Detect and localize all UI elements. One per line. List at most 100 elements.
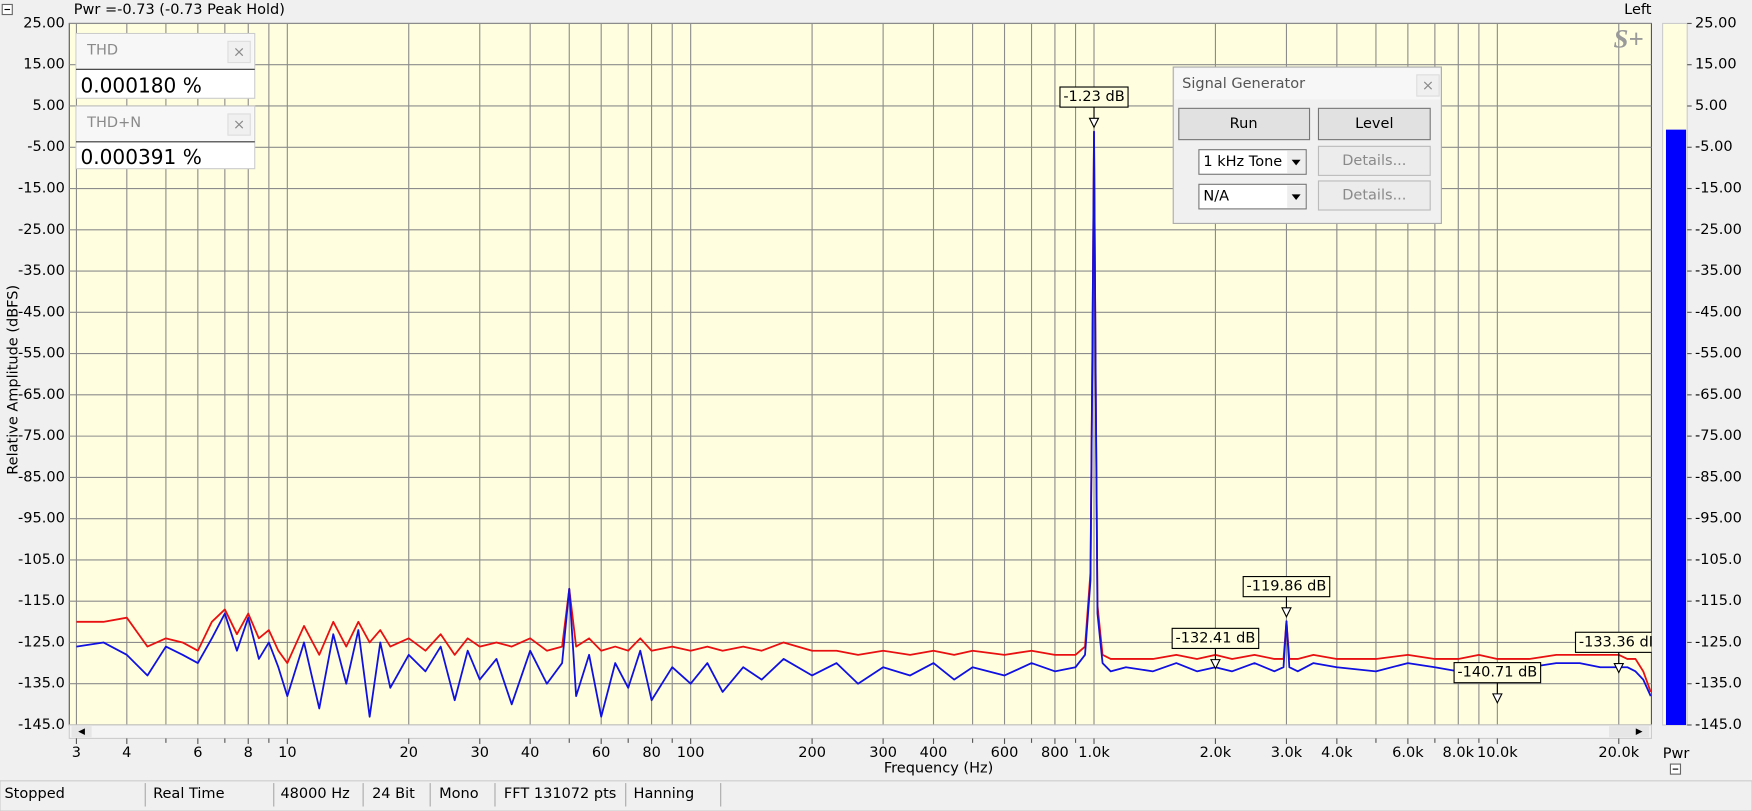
x-tick-label: 3.0k <box>1271 745 1303 761</box>
y-tick-label: 25.00 <box>23 15 65 31</box>
scroll-right[interactable] <box>1608 726 1650 738</box>
x-tick-label: 80 <box>642 745 660 761</box>
y-tick-label: -115.0 <box>18 593 65 609</box>
y-tick-label: -95.00 <box>18 511 65 527</box>
status-cell: Hanning <box>634 786 695 802</box>
status-cells: Stopped Real Time 48000 Hz 24 Bit Mono FFT 13… <box>4 783 722 807</box>
x-tick-label: 300 <box>869 745 897 761</box>
y-tick-label: -145.0 <box>18 717 65 733</box>
x-tick-label: 4.0k <box>1321 745 1353 761</box>
x-tick-label: 10 <box>278 745 296 761</box>
y-tick-label: -45.00 <box>18 304 65 320</box>
x-tick-label: 100 <box>677 745 705 761</box>
y-tick-label: -5.00 <box>27 139 65 155</box>
button-label: Details... <box>1342 187 1406 203</box>
x-tick-label: 400 <box>920 745 948 761</box>
readout-title: THD <box>86 42 118 58</box>
meter-tick-label: -35.00 <box>1695 263 1742 279</box>
scrollbar[interactable] <box>68 724 1652 739</box>
panel-header <box>77 107 254 141</box>
meter-tick-label: -85.00 <box>1695 469 1742 485</box>
close-icon: × <box>233 117 245 133</box>
status-cell: 48000 Hz <box>280 786 349 802</box>
meter-tick-label: -105.0 <box>1695 552 1742 568</box>
x-tick-label: 10.0k <box>1477 745 1518 761</box>
close-icon: × <box>1422 78 1434 94</box>
meter-tick-label: -45.00 <box>1695 304 1742 320</box>
x-tick-label: 8 <box>244 745 253 761</box>
run-button[interactable] <box>1178 107 1311 141</box>
marker-label: -133.36 dB <box>1579 634 1659 650</box>
marker <box>1281 607 1292 619</box>
y-tick-label: 15.00 <box>23 57 65 73</box>
status-bar <box>0 780 1752 811</box>
status-cell: Mono <box>439 786 479 802</box>
spectrum-line <box>76 130 1652 693</box>
x-tick-label: 20.0k <box>1598 745 1639 761</box>
x-tick-label: 6.0k <box>1392 745 1424 761</box>
x-axis-label: Frequency (Hz) <box>884 761 993 777</box>
x-tick-label: 6 <box>193 745 202 761</box>
details-button[interactable] <box>1317 145 1431 176</box>
readout-value: 0.000391 % <box>80 145 201 169</box>
scroll-right-icon <box>1635 728 1643 736</box>
x-tick-label: 1.0k <box>1078 745 1110 761</box>
y-tick-label: -65.00 <box>18 387 65 403</box>
meter-tick-label: 15.00 <box>1695 57 1737 73</box>
meter-tick-label: -145.0 <box>1695 717 1742 733</box>
spectrum-line <box>76 130 1652 718</box>
readout-title: THD+N <box>86 115 141 131</box>
meter-tick-label: -75.00 <box>1695 428 1742 444</box>
x-tick-label: 40 <box>521 745 539 761</box>
meter-label: Pwr <box>1663 746 1690 762</box>
level-button[interactable] <box>1317 107 1431 141</box>
meter-tick-label: 25.00 <box>1695 15 1737 31</box>
y-tick-label: -75.00 <box>18 428 65 444</box>
close-button[interactable] <box>1416 74 1440 97</box>
x-tick-label: 20 <box>400 745 418 761</box>
x-tick-label: 3 <box>72 745 81 761</box>
y-tick-label: -125.0 <box>18 634 65 650</box>
button-label: Run <box>1230 116 1258 132</box>
meter-tick-label: -115.0 <box>1695 593 1742 609</box>
x-tick-label: 30 <box>471 745 489 761</box>
select-label: 1 kHz Tone <box>1203 154 1282 170</box>
y-tick-label: -35.00 <box>18 263 65 279</box>
y-tick-label: -135.0 <box>18 676 65 692</box>
header-title: Pwr =-0.73 (-0.73 Peak Hold) <box>74 2 285 18</box>
close-button[interactable] <box>227 40 251 64</box>
y-tick-label: -85.00 <box>18 469 65 485</box>
marker <box>1613 662 1625 674</box>
channel-label: Left <box>1624 2 1652 18</box>
details-button[interactable] <box>1317 180 1431 211</box>
signal-generator: Signal Generator × Run Level 1 kHz Tone … <box>1172 66 1442 224</box>
x-tick-label: 2.0k <box>1200 745 1232 761</box>
status-cell: FFT 131072 pts <box>504 786 616 802</box>
meter-tick-label: -25.00 <box>1695 222 1742 238</box>
panel-header <box>1174 68 1441 100</box>
marker-label: -119.86 dB <box>1247 579 1327 595</box>
logo: S+ <box>1613 23 1643 53</box>
y-tick-label: 5.00 <box>32 98 64 114</box>
scroll-left-icon <box>78 728 85 736</box>
readout-value: 0.000180 % <box>80 74 201 98</box>
button-label: Level <box>1355 116 1393 132</box>
thdn-panel: THD+N × 0.000391 % <box>75 105 256 170</box>
marker-label: -132.41 dB <box>1176 630 1256 646</box>
y-tick-label: -25.00 <box>18 222 65 238</box>
panel-title: Signal Generator <box>1182 76 1305 92</box>
meter-tick-label: -95.00 <box>1695 511 1742 527</box>
close-icon: × <box>233 45 245 61</box>
plot-content: -1.23 dB -119.86 dB -132.41 dB -140.71 dB -1… <box>76 86 1659 718</box>
meter-tick-label: -125.0 <box>1695 634 1742 650</box>
meter-tick-label: -15.00 <box>1695 181 1742 197</box>
x-tick-label: 200 <box>798 745 826 761</box>
close-button[interactable] <box>227 113 251 136</box>
status-cell: Stopped <box>4 786 64 802</box>
x-tick-label: 800 <box>1041 745 1069 761</box>
status-cell: 24 Bit <box>372 786 415 802</box>
meter <box>1665 129 1687 725</box>
y-tick-label: -55.00 <box>18 346 65 362</box>
marker <box>1491 693 1503 705</box>
